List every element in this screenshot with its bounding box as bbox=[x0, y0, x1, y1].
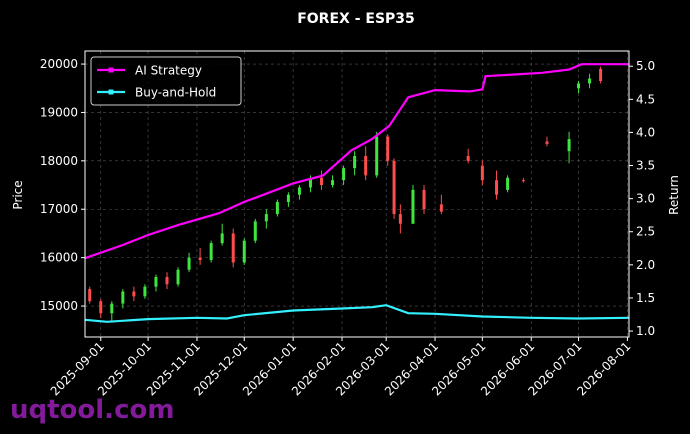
candle-body bbox=[577, 83, 581, 89]
series-line bbox=[84, 63, 629, 260]
candle-body bbox=[165, 276, 169, 285]
watermark: uqtool.com bbox=[10, 395, 174, 425]
plot-frame bbox=[84, 50, 630, 338]
candle-body bbox=[187, 257, 191, 270]
legend-label: Buy-and-Hold bbox=[135, 86, 216, 100]
y2-axis-label: Return bbox=[667, 175, 681, 215]
candle-body bbox=[242, 240, 246, 263]
candle-body bbox=[506, 177, 510, 190]
y-tick-label: 17000 bbox=[40, 202, 78, 216]
series-line bbox=[84, 304, 630, 323]
candle-body bbox=[353, 156, 357, 169]
candle-body bbox=[439, 204, 443, 212]
y-tick-label: 20000 bbox=[40, 57, 78, 71]
chart-title: FOREX - ESP35 bbox=[297, 11, 415, 27]
candle-body bbox=[375, 136, 379, 176]
candle-body bbox=[286, 194, 290, 202]
y2-tick-label: 3.5 bbox=[636, 159, 655, 173]
y2-tick-label: 4.0 bbox=[636, 125, 655, 139]
candle-body bbox=[392, 160, 396, 215]
legend-marker bbox=[108, 89, 114, 95]
candle-body bbox=[198, 257, 202, 261]
candle-body bbox=[331, 180, 335, 186]
candle-body bbox=[88, 289, 92, 302]
candle-body bbox=[154, 276, 158, 287]
y2-tick-label: 4.5 bbox=[636, 92, 655, 106]
y2-tick-label: 1.5 bbox=[636, 291, 655, 305]
candle-body bbox=[110, 303, 114, 314]
candle-body bbox=[143, 286, 147, 297]
legend-marker bbox=[108, 67, 114, 73]
candle-body bbox=[342, 168, 346, 181]
y-tick-label: 18000 bbox=[40, 154, 78, 168]
candle-body bbox=[253, 221, 257, 241]
y2-tick-label: 1.0 bbox=[636, 324, 655, 338]
candle-body bbox=[567, 139, 571, 152]
y-tick-label: 16000 bbox=[40, 251, 78, 265]
legend-label: AI Strategy bbox=[135, 64, 202, 78]
y-axis-label: Price bbox=[11, 180, 25, 209]
candle-body bbox=[99, 301, 103, 314]
candle-body bbox=[231, 233, 235, 263]
candle-body bbox=[320, 177, 324, 186]
candle-body bbox=[297, 187, 301, 195]
candle-body bbox=[209, 243, 213, 261]
candle-body bbox=[545, 141, 549, 144]
y2-tick-label: 2.0 bbox=[636, 258, 655, 272]
candle-body bbox=[521, 180, 525, 182]
candle-body bbox=[599, 68, 603, 82]
y2-tick-label: 5.0 bbox=[636, 59, 655, 73]
y-tick-label: 15000 bbox=[40, 299, 78, 313]
candle-body bbox=[121, 291, 125, 304]
candle-body bbox=[308, 177, 312, 188]
legend-box bbox=[90, 56, 242, 106]
candle-body bbox=[588, 78, 592, 84]
candle-body bbox=[220, 233, 224, 244]
candle-body bbox=[386, 136, 390, 161]
candle-body bbox=[495, 180, 499, 195]
candle-body bbox=[466, 156, 470, 161]
legend: AI Strategy Buy-and-Hold bbox=[90, 56, 242, 106]
candle-body bbox=[176, 269, 180, 285]
y2-tick-label: 3.0 bbox=[636, 192, 655, 206]
candle-body bbox=[132, 291, 136, 297]
candle-body bbox=[398, 214, 402, 224]
y2-tick-label: 2.5 bbox=[636, 225, 655, 239]
candle-body bbox=[275, 201, 279, 215]
y-tick-label: 19000 bbox=[40, 105, 78, 119]
candle-body bbox=[480, 165, 484, 181]
candle-body bbox=[411, 189, 415, 224]
candle-body bbox=[264, 214, 268, 222]
candle-body bbox=[364, 156, 368, 176]
candle-body bbox=[422, 189, 426, 210]
